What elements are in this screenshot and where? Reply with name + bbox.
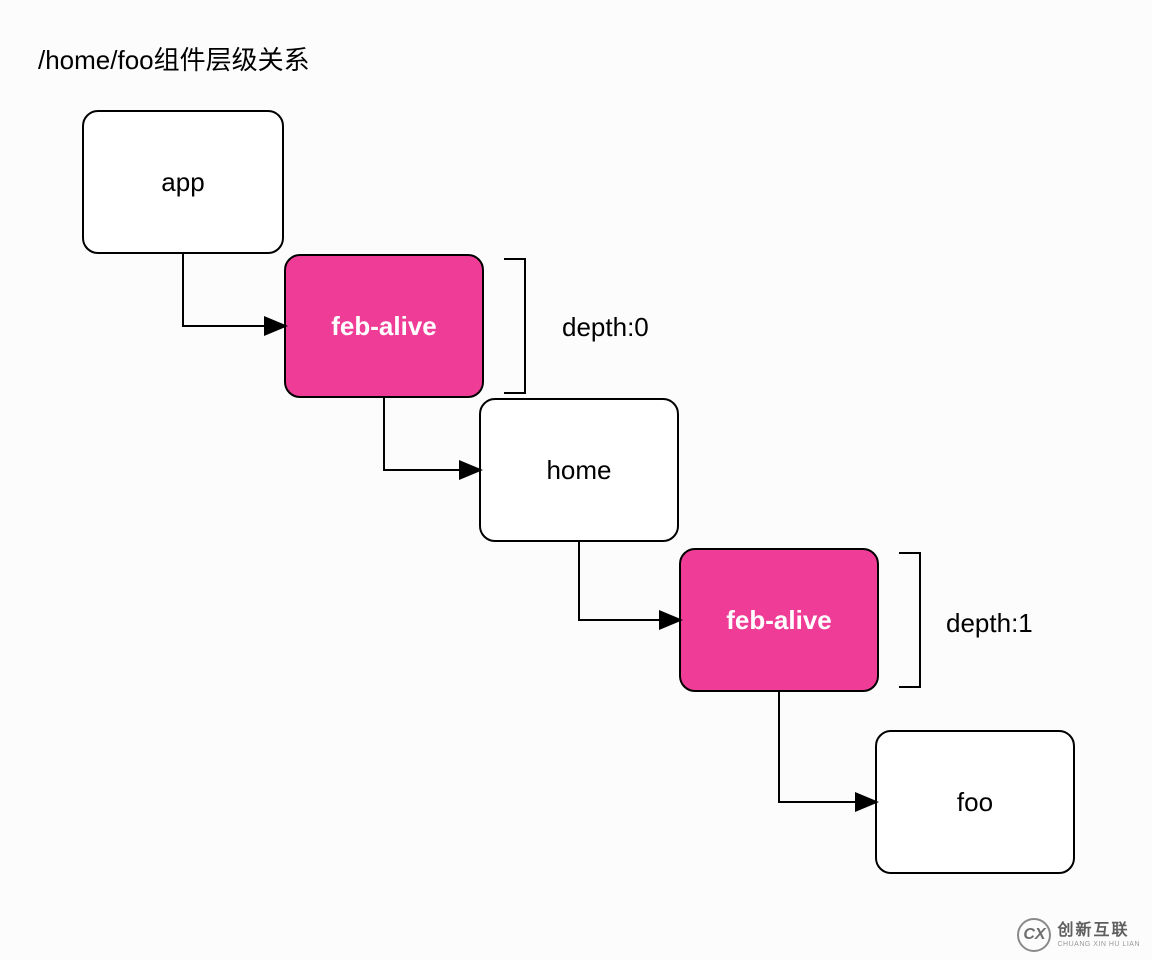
edge-home-feb2 — [579, 542, 679, 620]
edge-feb1-home — [384, 398, 479, 470]
node-home: home — [479, 398, 679, 542]
depth-bracket-0 — [504, 258, 526, 394]
depth-bracket-1 — [899, 552, 921, 688]
node-foo: foo — [875, 730, 1075, 874]
node-app: app — [82, 110, 284, 254]
node-label: feb-alive — [331, 311, 437, 342]
watermark-text: 创新互联 CHUANG XIN HU LIAN — [1057, 923, 1140, 948]
node-feb-alive-1: feb-alive — [679, 548, 879, 692]
node-label: foo — [957, 787, 993, 818]
diagram-title: /home/foo组件层级关系 — [38, 40, 310, 77]
node-label: feb-alive — [726, 605, 832, 636]
node-label: home — [546, 455, 611, 486]
node-feb-alive-0: feb-alive — [284, 254, 484, 398]
depth-label-1: depth:1 — [946, 608, 1033, 639]
node-label: app — [161, 167, 204, 198]
watermark-logo-icon: CX — [1017, 918, 1051, 952]
depth-label-0: depth:0 — [562, 312, 649, 343]
edge-app-feb1 — [183, 254, 284, 326]
edge-feb2-foo — [779, 692, 875, 802]
watermark: CX 创新互联 CHUANG XIN HU LIAN — [1017, 918, 1140, 952]
watermark-cn: 创新互联 — [1057, 923, 1140, 939]
watermark-en: CHUANG XIN HU LIAN — [1057, 941, 1140, 948]
